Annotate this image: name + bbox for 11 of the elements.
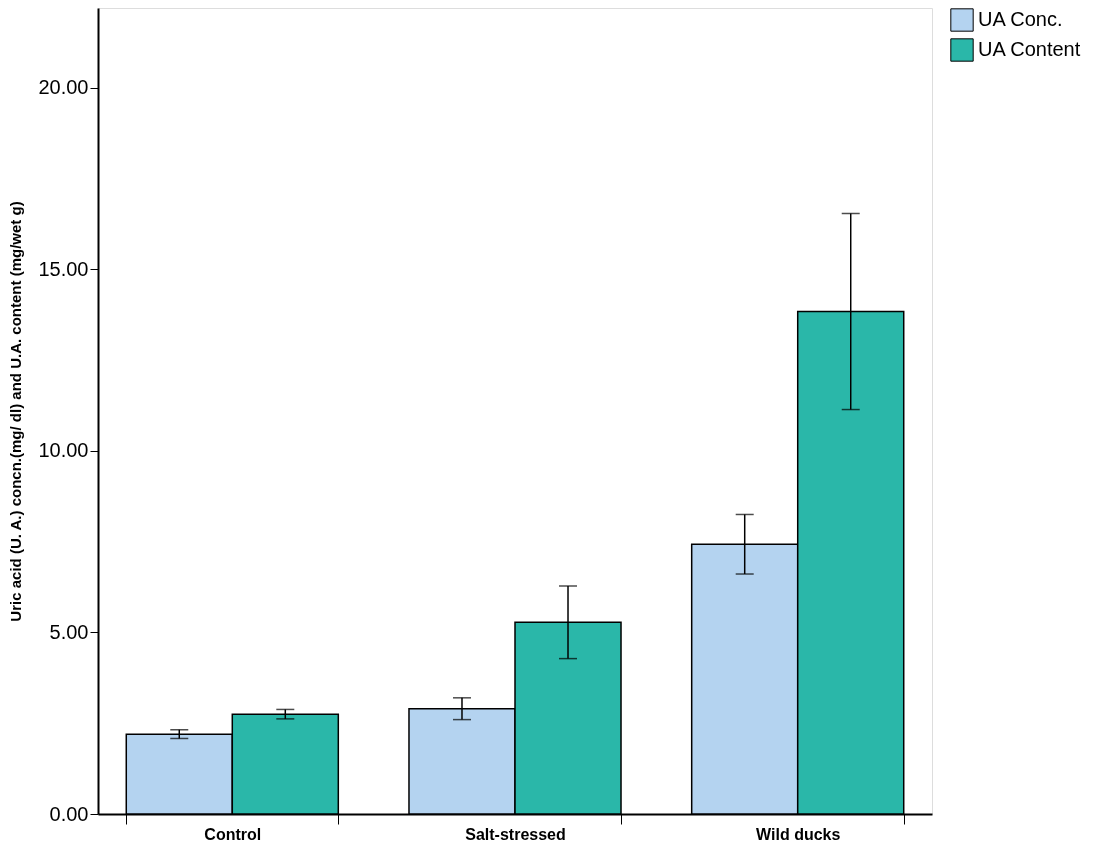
legend-label: UA Conc. — [978, 8, 1063, 30]
x-tick-label: Wild ducks — [756, 825, 841, 843]
x-tick-label: Control — [204, 825, 262, 843]
y-tick-label: 10.00 — [38, 439, 89, 462]
y-axis-title: Uric acid (U. A.) concn.(mg/ dl) and U.A. content (mg/wet g) — [7, 201, 25, 622]
y-tick-label: 15.00 — [38, 257, 89, 280]
y-tick-label: 20.00 — [38, 76, 89, 99]
x-tick-label: Salt-stressed — [465, 825, 566, 843]
legend-label: UA Content — [978, 38, 1081, 60]
y-tick-label: 5.00 — [49, 620, 89, 643]
y-tick-label: 0.00 — [49, 802, 89, 825]
